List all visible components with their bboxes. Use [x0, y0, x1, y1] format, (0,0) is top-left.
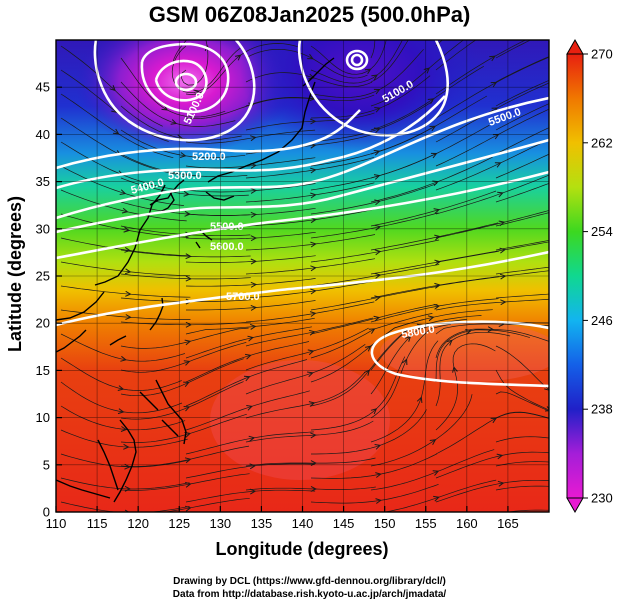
- contour-label: 5300.0: [168, 170, 202, 182]
- colorbar-bar: [566, 53, 584, 499]
- x-tick-label: 125: [168, 516, 190, 531]
- y-tick-label: 20: [36, 316, 50, 331]
- x-tick-label: 155: [415, 516, 437, 531]
- x-axis-label: Longitude (degrees): [215, 539, 388, 559]
- y-tick-label: 15: [36, 363, 50, 378]
- y-axis: 0 5 10 15 20 25 30 35 40 45: [36, 80, 62, 520]
- colorbar-tick-label: 262: [591, 135, 613, 150]
- x-tick-label: 110: [46, 516, 67, 531]
- colorbar-tick-label: 254: [591, 224, 613, 239]
- colorbar-tick-label: 246: [591, 313, 613, 328]
- credit-data: Data from http://database.rish.kyoto-u.a…: [172, 589, 447, 600]
- x-tick-label: 120: [127, 516, 149, 531]
- x-tick-label: 145: [333, 516, 355, 531]
- x-tick-label: 130: [209, 516, 231, 531]
- colorbar: 230 238 246 254 262 270: [566, 38, 613, 514]
- x-tick-label: 115: [87, 516, 108, 531]
- y-tick-label: 10: [36, 410, 50, 425]
- page-title: GSM 06Z08Jan2025 (500.0hPa): [148, 2, 471, 27]
- contour-label: 5200.0: [192, 151, 226, 163]
- height-contours: [56, 40, 549, 388]
- y-tick-label: 0: [43, 505, 50, 520]
- colorbar-tick-label: 230: [591, 491, 613, 506]
- colorbar-tick-label: 238: [591, 402, 613, 417]
- grid-lines: [56, 40, 549, 512]
- contour-label: 5600.0: [210, 241, 244, 253]
- colorbar-top-arrow: [566, 38, 584, 55]
- colorbar-tick-label: 270: [591, 47, 613, 62]
- x-tick-label: 165: [497, 516, 519, 531]
- x-tick-label: 150: [374, 516, 396, 531]
- contour-label: 5500.0: [210, 221, 244, 233]
- x-axis: 110 115 120 125 130 135 140 145 150 155 160 165: [46, 506, 519, 531]
- contour-label: 5800.0: [400, 323, 435, 341]
- y-tick-label: 35: [36, 174, 50, 189]
- y-tick-label: 25: [36, 269, 50, 284]
- x-tick-label: 160: [456, 516, 478, 531]
- map-plot-area: 5100.0 5100.0 5200.0 5300.0 5400.0 5500.…: [56, 40, 549, 512]
- colorbar-bottom-arrow: [566, 497, 584, 514]
- y-tick-label: 40: [36, 127, 50, 142]
- credit-drawing: Drawing by DCL (https://www.gfd-dennou.o…: [173, 576, 446, 587]
- y-tick-label: 45: [36, 80, 50, 95]
- y-tick-label: 30: [36, 221, 50, 236]
- x-tick-label: 135: [251, 516, 273, 531]
- x-tick-label: 140: [292, 516, 314, 531]
- y-tick-label: 5: [43, 457, 50, 472]
- y-axis-label: Latitude (degrees): [5, 196, 25, 352]
- wind-streamlines: [60, 40, 549, 512]
- contour-label: 5700.0: [226, 291, 260, 303]
- coastlines: [56, 57, 335, 503]
